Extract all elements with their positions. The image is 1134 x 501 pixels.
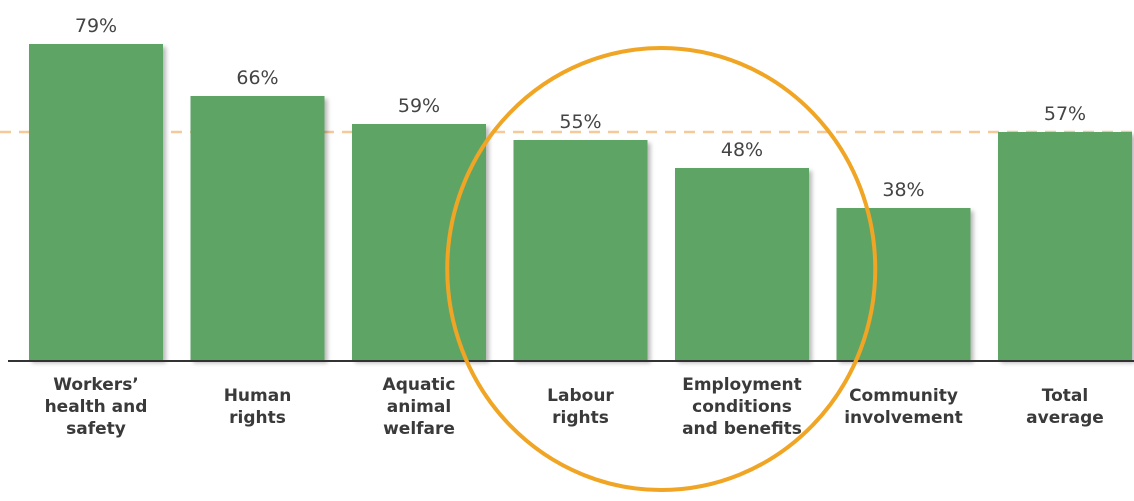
bar-4	[675, 168, 809, 360]
category-label-3: Labour rights	[547, 386, 614, 428]
value-label-0: 79%	[75, 15, 117, 37]
value-label-2: 59%	[398, 95, 440, 117]
category-label-2: Aquatic animal welfare	[382, 375, 456, 439]
value-label-1: 66%	[236, 67, 278, 89]
bar-6	[998, 132, 1132, 360]
category-label-6: Total average	[1026, 386, 1104, 428]
bar-5	[836, 208, 971, 360]
category-label-5: Community involvement	[844, 386, 963, 428]
value-label-6: 57%	[1044, 103, 1086, 125]
bar-3	[513, 140, 648, 360]
bar-0	[29, 44, 163, 360]
category-label-0: Workers’ health and safety	[44, 375, 148, 439]
bar-2	[352, 124, 486, 360]
value-label-5: 38%	[882, 179, 924, 201]
category-label-4: Employment conditions and benefits	[682, 375, 802, 439]
value-label-3: 55%	[559, 111, 601, 133]
category-label-1: Human rights	[223, 386, 292, 428]
highlight-ellipse	[445, 46, 878, 492]
bar-1	[190, 96, 325, 360]
value-label-4: 48%	[721, 139, 763, 161]
